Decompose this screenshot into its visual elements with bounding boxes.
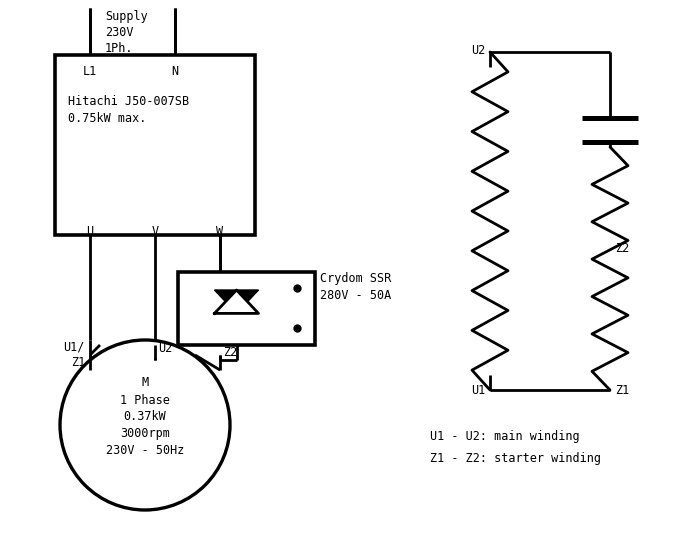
Text: L1: L1	[83, 65, 97, 78]
Text: Hitachi J50-007SB
0.75kW max.: Hitachi J50-007SB 0.75kW max.	[68, 95, 189, 125]
Text: U2: U2	[158, 341, 172, 354]
Text: Crydom SSR
280V - 50A: Crydom SSR 280V - 50A	[320, 272, 392, 302]
Text: N: N	[172, 65, 178, 78]
Text: Supply
230V
1Ph.: Supply 230V 1Ph.	[105, 10, 148, 55]
Text: U1/
Z1: U1/ Z1	[63, 341, 85, 369]
Text: U2: U2	[471, 44, 485, 56]
Text: W: W	[217, 225, 223, 238]
Text: U1: U1	[471, 383, 485, 397]
Text: Z2: Z2	[223, 346, 237, 358]
Circle shape	[60, 340, 230, 510]
Text: Z1: Z1	[615, 383, 629, 397]
Polygon shape	[215, 290, 259, 313]
Text: M
1 Phase
0.37kW
3000rpm
230V - 50Hz: M 1 Phase 0.37kW 3000rpm 230V - 50Hz	[106, 376, 184, 457]
Text: Z1 - Z2: starter winding: Z1 - Z2: starter winding	[430, 452, 601, 465]
Bar	[178, 272, 315, 345]
Bar	[55, 55, 255, 235]
Text: U1 - U2: main winding: U1 - U2: main winding	[430, 430, 580, 443]
Text: U: U	[86, 225, 93, 238]
Text: Z2: Z2	[615, 242, 629, 255]
Text: V: V	[151, 225, 159, 238]
Polygon shape	[215, 290, 259, 313]
